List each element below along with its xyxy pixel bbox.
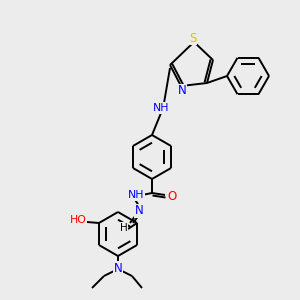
Text: N: N <box>114 262 122 275</box>
Text: N: N <box>135 205 143 218</box>
Text: HO: HO <box>70 215 86 225</box>
Text: NH: NH <box>128 190 144 200</box>
Text: O: O <box>167 190 177 202</box>
Text: S: S <box>189 32 197 44</box>
Text: H: H <box>120 223 128 233</box>
Text: NH: NH <box>153 103 169 113</box>
Text: N: N <box>178 85 186 98</box>
